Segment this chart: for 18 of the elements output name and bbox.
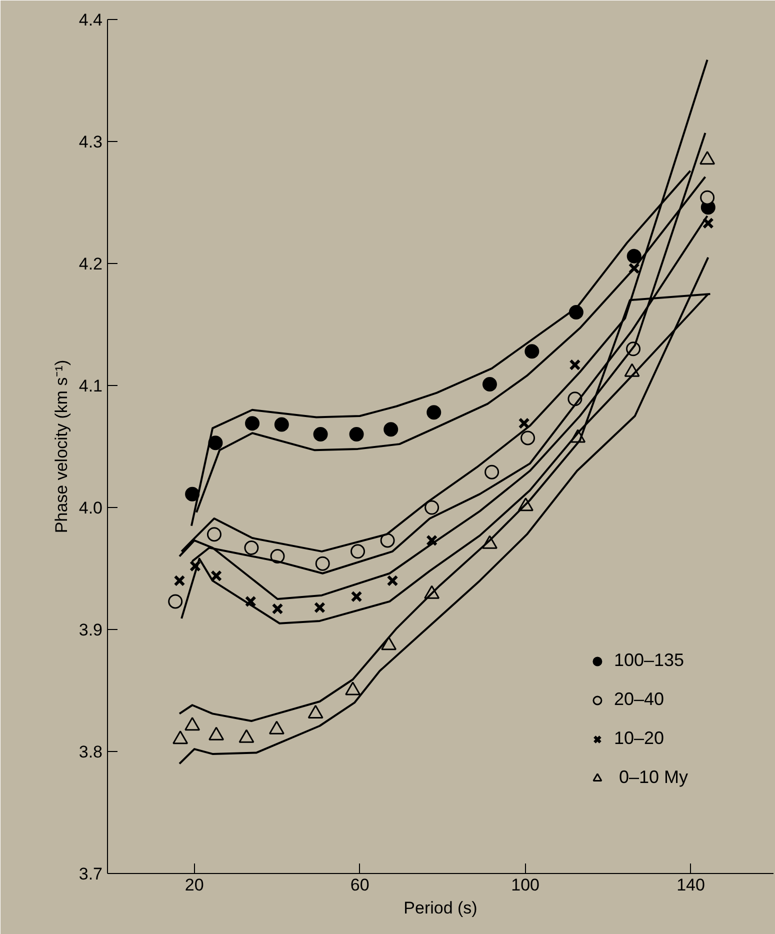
x-tick-label: 20 (184, 876, 204, 894)
y-tick-label: 3.8 (78, 742, 103, 762)
y-axis-title: Phase velocity (km s⁻¹) (52, 360, 71, 534)
x-tick-label: 100 (511, 876, 540, 894)
y-tick-label: 4.3 (78, 132, 103, 152)
y-tick-label: 4.0 (78, 498, 103, 518)
legend-label: 10–20 (614, 728, 664, 749)
x-tick-label: 140 (676, 876, 705, 894)
y-tick-label: 3.9 (78, 620, 103, 640)
legend-label: 0–10 My (618, 767, 688, 788)
y-tick-label: 4.1 (78, 376, 103, 396)
legend-label: 100–135 (614, 650, 684, 671)
y-tick-label: 4.4 (78, 10, 103, 30)
x-axis-title: Period (s) (404, 898, 478, 918)
x-tick-label: 60 (350, 876, 370, 894)
y-tick-label: 4.2 (78, 254, 103, 274)
y-tick-label: 3.7 (78, 864, 103, 884)
legend-label: 20–40 (614, 689, 664, 710)
